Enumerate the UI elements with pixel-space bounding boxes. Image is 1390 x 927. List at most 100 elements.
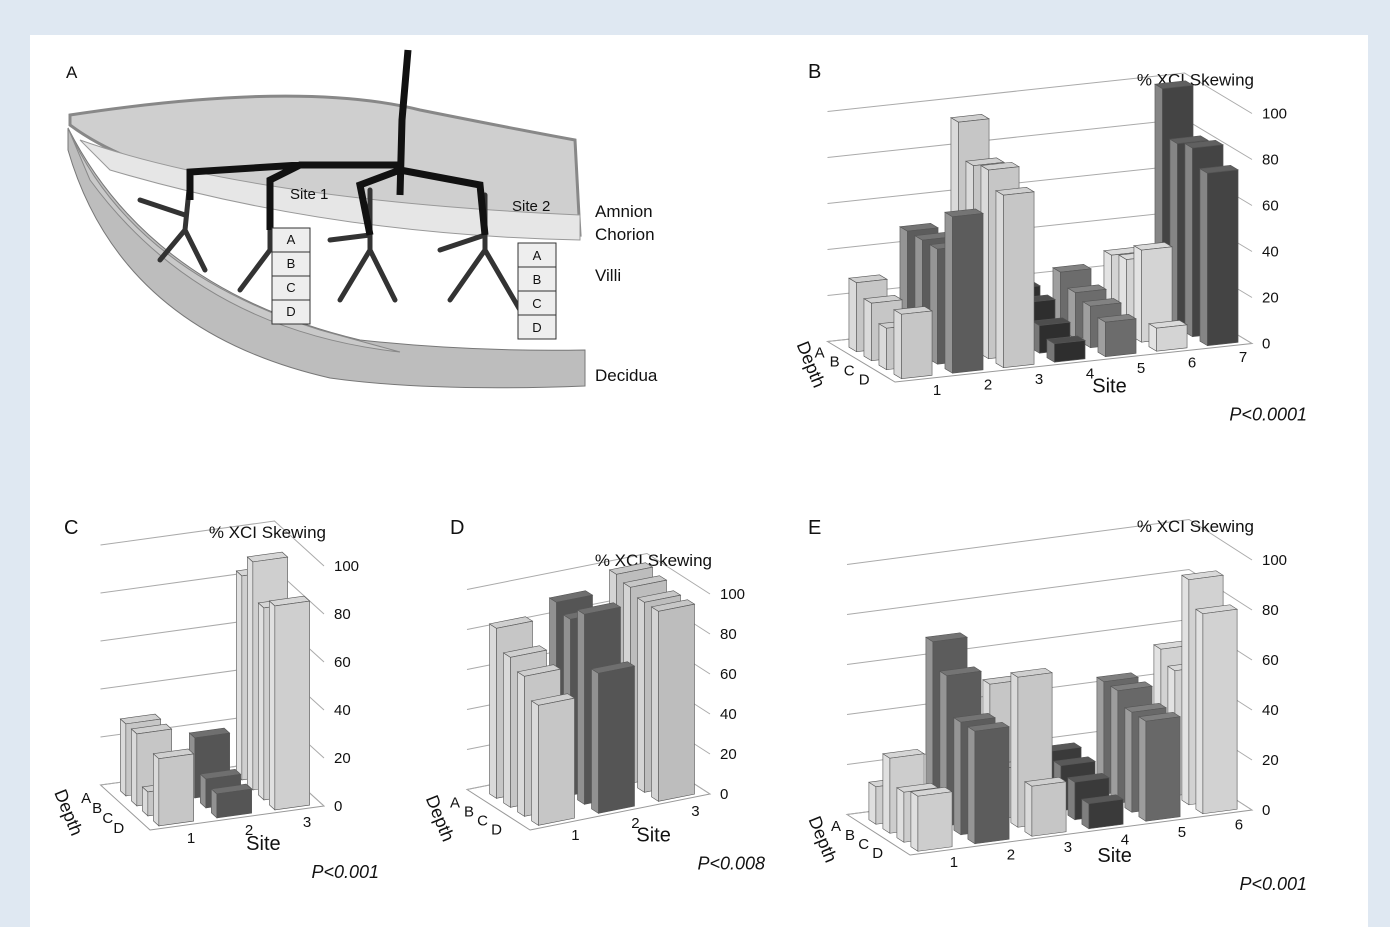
panel-label: B (808, 61, 821, 83)
bar-side (638, 598, 645, 793)
bar-side (1068, 778, 1075, 820)
y-tick-label: 0 (1262, 336, 1270, 353)
bar-side (1098, 318, 1106, 357)
bar-front (952, 213, 983, 373)
bar-side (1125, 708, 1132, 813)
bar (1149, 320, 1187, 351)
bar-side (864, 299, 872, 361)
bar-side (269, 601, 275, 810)
bar-side (883, 754, 890, 834)
layer-label: Amnion (595, 202, 653, 221)
bar (652, 600, 695, 802)
depth-label: B (92, 800, 102, 817)
bar (211, 784, 251, 818)
y-axis-title: % XCI Skewing (1137, 71, 1254, 90)
panel-label: C (64, 517, 78, 539)
bar-front (539, 698, 575, 825)
bar (592, 662, 635, 814)
bar (894, 306, 932, 378)
segment-label: D (286, 304, 295, 319)
x-axis-title: Site (1092, 375, 1126, 397)
bar-side (879, 324, 887, 370)
y-tick-label: 80 (1262, 602, 1279, 619)
bar-side (592, 669, 599, 814)
bar-side (897, 788, 904, 843)
bar-front (975, 727, 1009, 844)
depth-label: B (830, 353, 840, 370)
site-label: Site 1 (290, 186, 328, 203)
bar-side (504, 653, 511, 808)
layer-label: Decidua (595, 366, 658, 385)
p-value: P<0.001 (311, 862, 379, 882)
bar (996, 187, 1034, 367)
depth-label: A (81, 790, 91, 807)
depth-label: D (113, 820, 124, 837)
page: {"diagram": {"panel_label": "A", "labels… (0, 0, 1390, 927)
bar (1082, 795, 1123, 829)
bar (911, 787, 952, 851)
bar-front (1089, 799, 1123, 829)
bar-side (258, 603, 264, 800)
bar-front (159, 754, 194, 826)
y-tick-label: 100 (720, 586, 745, 603)
bar-side (518, 672, 525, 817)
panel-label: E (808, 517, 821, 539)
y-tick-label: 80 (720, 626, 737, 643)
segment-label: A (287, 232, 296, 247)
depth-label: C (477, 813, 488, 830)
depth-label: C (102, 810, 113, 827)
bar (1047, 336, 1085, 362)
x-tick-label: 5 (1137, 360, 1145, 377)
x-tick-label: 7 (1239, 349, 1247, 366)
layer-label: Villi (595, 266, 621, 285)
bar (532, 694, 575, 826)
site2-core: A B C D (518, 243, 556, 339)
bar-side (1111, 686, 1118, 803)
y-tick-label: 40 (1262, 702, 1279, 719)
depth-label: A (450, 795, 460, 812)
segment-label: D (532, 320, 541, 335)
bar-side (120, 719, 126, 796)
bar (1025, 777, 1066, 836)
bar-side (1196, 609, 1203, 814)
bar-front (659, 604, 695, 801)
bar (153, 749, 193, 826)
depth-label: B (464, 804, 474, 821)
y-tick-label: 60 (1262, 652, 1279, 669)
bar-side (945, 212, 953, 373)
y-tick-label: 80 (334, 606, 351, 623)
x-axis-title: Site (1097, 845, 1131, 867)
segment-label: A (533, 248, 542, 263)
x-axis-title: Site (246, 833, 280, 855)
bar-front (1203, 609, 1237, 814)
x-tick-label: 3 (1035, 371, 1043, 388)
y-tick-label: 40 (720, 706, 737, 723)
panel-label: D (450, 517, 464, 539)
x-tick-label: 3 (303, 814, 311, 831)
bar-side (247, 557, 253, 790)
y-tick-label: 60 (334, 654, 351, 671)
figure: A A B C D (0, 0, 1390, 927)
x-tick-label: 3 (1064, 839, 1072, 856)
bar-side (894, 310, 902, 379)
bar-front (217, 789, 252, 818)
bar (269, 596, 309, 810)
bar-front (1146, 717, 1180, 822)
y-tick-label: 20 (1262, 752, 1279, 769)
y-tick-label: 60 (720, 666, 737, 683)
y-axis-title: % XCI Skewing (1137, 517, 1254, 536)
bar-side (532, 701, 539, 826)
bar (1200, 165, 1238, 345)
bar-front (1032, 782, 1066, 837)
bar-side (849, 278, 857, 352)
segment-label: C (532, 296, 541, 311)
y-tick-label: 20 (1262, 290, 1279, 307)
bar-side (131, 729, 137, 806)
bar-side (1182, 575, 1189, 805)
depth-label: D (872, 845, 883, 862)
bar-front (1003, 192, 1034, 368)
x-tick-label: 2 (1007, 847, 1015, 864)
bar-side (911, 792, 918, 852)
y-tick-label: 60 (1262, 198, 1279, 215)
bar-side (968, 727, 975, 844)
